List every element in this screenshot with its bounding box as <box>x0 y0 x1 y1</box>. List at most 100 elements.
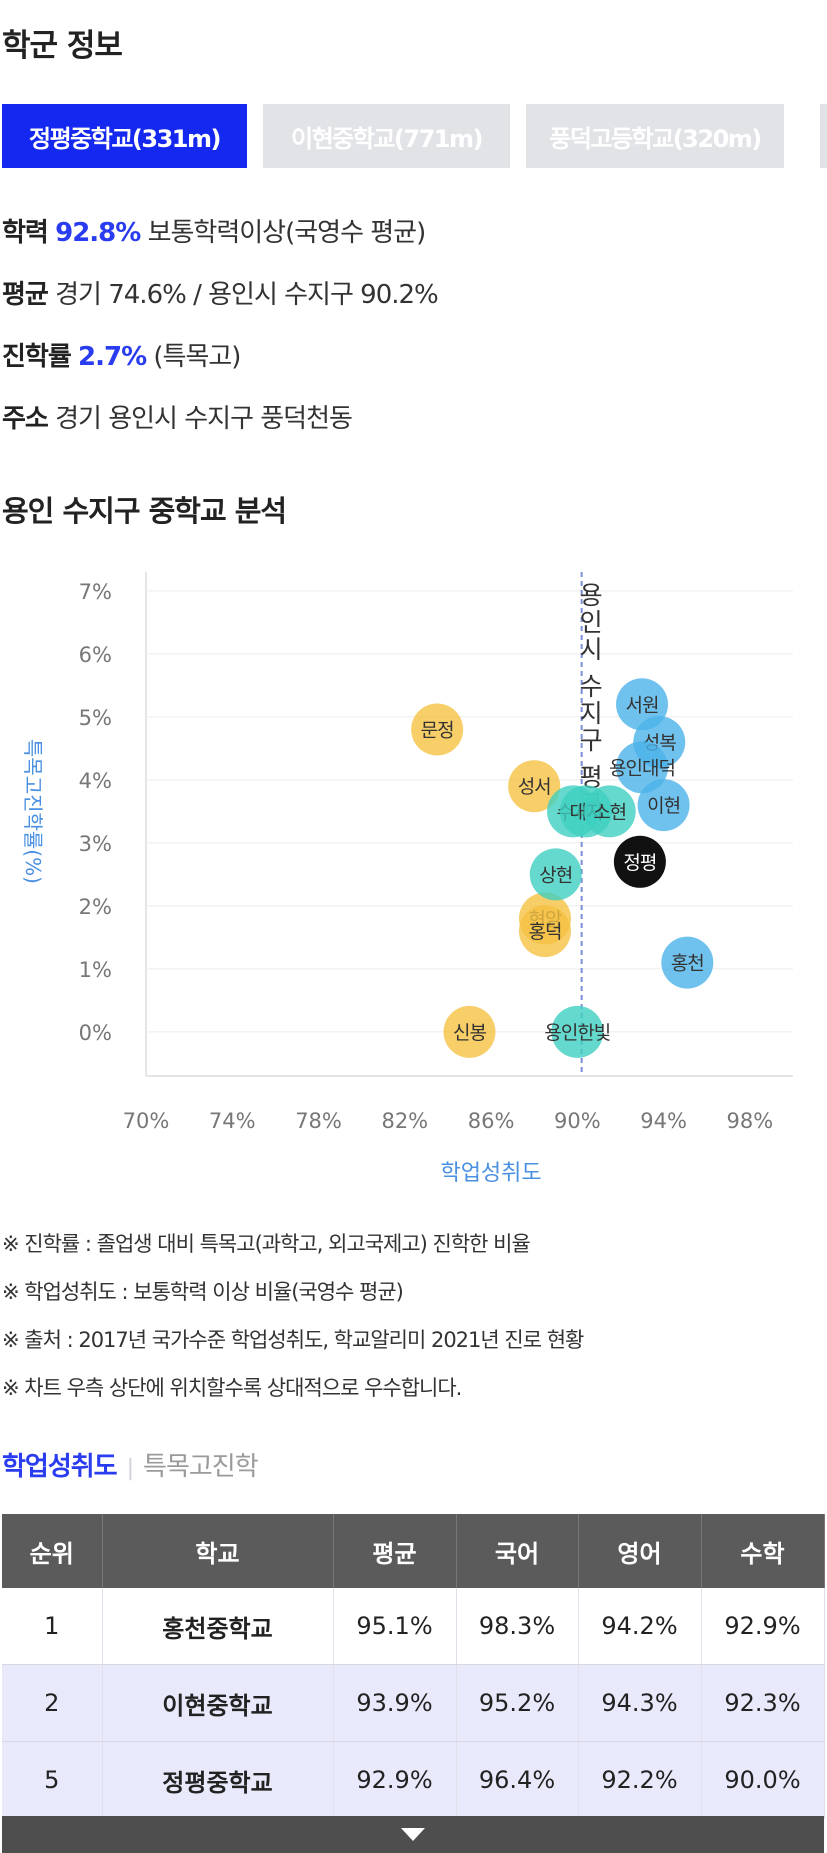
cell-english: 92.2% <box>578 1741 702 1819</box>
cell-english: 94.3% <box>578 1664 702 1742</box>
y-tick-label: 1% <box>79 958 112 982</box>
chevron-down-icon <box>401 1828 425 1841</box>
point-label: 홍덕 <box>528 921 561 943</box>
header-school: 학교 <box>102 1514 334 1588</box>
point-문정 <box>411 703 464 756</box>
y-tick-label: 6% <box>79 643 112 667</box>
cell-korean: 98.3% <box>456 1588 579 1665</box>
reference-line-label: 용인시 수지구 평균 <box>575 582 604 818</box>
subtab-achievement[interactable]: 학업성취도 <box>2 1452 118 1482</box>
info-address: 주소 경기 용인시 수지구 풍덕천동 <box>2 398 353 435</box>
tab-jeongpyeong[interactable]: 정평중학교(331m) <box>2 104 247 168</box>
point-label: 이현 <box>647 795 680 817</box>
cell-school: 정평중학교 <box>102 1741 334 1819</box>
tab-ihyeon[interactable]: 이현중학교(771m) <box>263 104 510 168</box>
ranking-subtabs: 학업성취도 | 특목고진학 <box>2 1446 259 1483</box>
point-용인한빛 <box>551 1005 604 1058</box>
average-value: 경기 74.6% / 용인시 수지구 90.2% <box>55 280 439 310</box>
cell-rank: 2 <box>2 1664 103 1742</box>
point-label: 용인한빛 <box>544 1022 610 1044</box>
cell-average: 95.1% <box>333 1588 457 1665</box>
info-achievement: 학력 92.8% 보통학력이상(국영수 평균) <box>2 212 427 249</box>
header-english: 영어 <box>578 1514 702 1588</box>
analysis-title: 용인 수지구 중학교 분석 <box>2 494 287 528</box>
point-label: 문정 <box>421 720 454 742</box>
x-tick-label: 98% <box>727 1109 774 1133</box>
x-tick-label: 78% <box>295 1109 342 1133</box>
subtab-separator: | <box>126 1456 134 1481</box>
x-axis-title: 학업성취도 <box>440 1161 541 1186</box>
achievement-desc: 보통학력이상(국영수 평균) <box>147 218 427 248</box>
info-average: 평균 경기 74.6% / 용인시 수지구 90.2% <box>2 274 439 311</box>
y-tick-label: 4% <box>79 769 112 793</box>
header-math: 수학 <box>701 1514 825 1588</box>
info-advance: 진학률 2.7% (특목고) <box>2 336 241 373</box>
school-section-title: 학군 정보 <box>2 28 123 64</box>
table-row: 5 정평중학교 92.9% 96.4% 92.2% 90.0% <box>2 1741 825 1819</box>
point-성서 <box>508 760 561 813</box>
school-tabs: 정평중학교(331m) 이현중학교(771m) 풍덕고등학교(320m) <box>2 104 827 168</box>
point-label: 정평 <box>623 852 656 874</box>
table-row: 1 홍천중학교 95.1% 98.3% 94.2% 92.9% <box>2 1588 825 1665</box>
cell-korean: 95.2% <box>456 1664 579 1742</box>
x-tick-label: 74% <box>209 1109 256 1133</box>
note-position: ※ 차트 우측 상단에 위치할수록 상대적으로 우수합니다. <box>2 1376 462 1400</box>
x-tick-label: 94% <box>640 1109 687 1133</box>
advance-desc: (특목고) <box>153 342 241 372</box>
point-신봉 <box>443 1005 496 1058</box>
x-tick-label: 70% <box>123 1109 170 1133</box>
average-label: 평균 <box>2 280 49 310</box>
cell-korean: 96.4% <box>456 1741 579 1819</box>
y-tick-label: 7% <box>79 580 112 604</box>
point-홍천 <box>661 936 714 989</box>
point-상현 <box>529 848 582 901</box>
ranking-table: 순위 학교 평균 국어 영어 수학 1 홍천중학교 95.1% 98.3% 94… <box>2 1514 825 1819</box>
point-label: 성서 <box>518 776 551 798</box>
advance-value: 2.7% <box>78 342 147 372</box>
y-axis-title: 특목고진학률(%) <box>21 739 45 884</box>
note-advance-rate: ※ 진학률 : 졸업생 대비 특목고(과학고, 외고국제고) 진학한 비율 <box>2 1232 531 1256</box>
point-label: 상현 <box>539 864 572 886</box>
cell-math: 90.0% <box>701 1741 825 1819</box>
note-achievement: ※ 학업성취도 : 보통학력 이상 비율(국영수 평균) <box>2 1280 404 1304</box>
address-label: 주소 <box>2 404 49 434</box>
point-label: 소현 <box>593 801 626 823</box>
x-tick-label: 82% <box>381 1109 428 1133</box>
achievement-label: 학력 <box>2 218 49 248</box>
show-more-button[interactable] <box>2 1816 824 1853</box>
x-tick-label: 86% <box>468 1109 515 1133</box>
cell-rank: 1 <box>2 1588 103 1665</box>
cell-school: 홍천중학교 <box>102 1588 334 1665</box>
header-korean: 국어 <box>456 1514 579 1588</box>
point-label: 서원 <box>626 694 659 716</box>
scatter-chart: 7% 6% 5% 4% 3% 2% 1% 0% 70% 74% 78% 82% 86% 90% 94% 98%… <box>21 572 793 1186</box>
point-이현 <box>637 779 690 832</box>
cell-average: 92.9% <box>333 1741 457 1819</box>
table-header-row: 순위 학교 평균 국어 영어 수학 <box>2 1514 825 1588</box>
point-홍덕 <box>518 905 571 958</box>
table-row: 2 이현중학교 93.9% 95.2% 94.3% 92.3% <box>2 1664 825 1742</box>
advance-label: 진학률 <box>2 342 72 372</box>
y-tick-label: 2% <box>79 895 112 919</box>
achievement-value: 92.8% <box>55 218 141 248</box>
y-tick-label: 0% <box>79 1021 112 1045</box>
point-label: 용인대덕 <box>609 757 675 779</box>
x-tick-label: 90% <box>554 1109 601 1133</box>
tab-pungdeok[interactable]: 풍덕고등학교(320m) <box>526 104 784 168</box>
header-average: 평균 <box>333 1514 457 1588</box>
header-rank: 순위 <box>2 1514 103 1588</box>
note-source: ※ 출처 : 2017년 국가수준 학업성취도, 학교알리미 2021년 진로 … <box>2 1328 584 1352</box>
address-value: 경기 용인시 수지구 풍덕천동 <box>55 404 353 434</box>
cell-school: 이현중학교 <box>102 1664 334 1742</box>
cell-average: 93.9% <box>333 1664 457 1742</box>
point-소현 <box>583 785 636 838</box>
tab-next-partial[interactable] <box>820 104 827 168</box>
subtab-special-school[interactable]: 특목고진학 <box>143 1452 259 1482</box>
y-tick-label: 5% <box>79 706 112 730</box>
cell-english: 94.2% <box>578 1588 702 1665</box>
cell-math: 92.3% <box>701 1664 825 1742</box>
point-label: 홍천 <box>671 953 704 975</box>
y-tick-label: 3% <box>79 832 112 856</box>
cell-math: 92.9% <box>701 1588 825 1665</box>
point-용인대덕 <box>616 741 669 794</box>
